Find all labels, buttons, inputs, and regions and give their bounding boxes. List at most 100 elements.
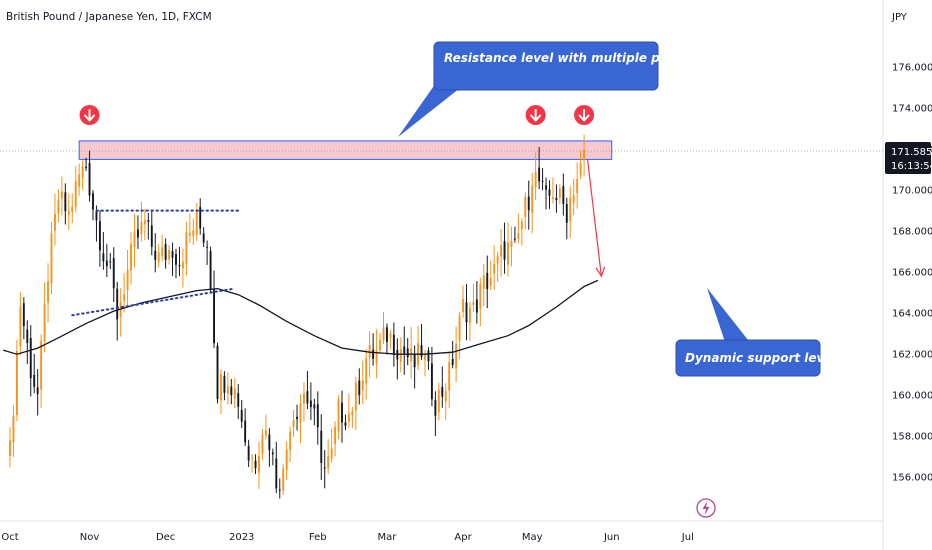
candle-body — [251, 457, 254, 459]
price-tick-label: 176.000 — [892, 63, 932, 74]
candle-body — [40, 340, 43, 390]
forecast-arrow-head — [595, 266, 606, 278]
candle-body — [264, 430, 267, 436]
candle-body — [565, 204, 568, 223]
resistance-callout[interactable]: Resistance level with multiple price rej… — [398, 41, 756, 137]
candle-body — [181, 261, 184, 269]
price-tick-label: 164.000 — [892, 309, 932, 320]
candle-body — [116, 288, 119, 320]
candle-body — [261, 434, 264, 454]
candle-body — [538, 167, 541, 182]
candle-body — [143, 220, 146, 225]
candle-body — [531, 185, 534, 213]
candle-body — [399, 349, 402, 362]
time-tick-label: Apr — [454, 532, 472, 543]
candle-body — [507, 242, 509, 265]
sell-marker-arrow-head — [578, 114, 590, 122]
candle-body — [545, 185, 547, 190]
chart-title: British Pound / Japanese Yen, 1D, FXCM — [6, 11, 212, 23]
candle-body — [424, 354, 426, 360]
candle-body — [316, 404, 319, 428]
candles-layer — [9, 134, 586, 499]
candle-body — [213, 288, 215, 344]
candle-body — [323, 467, 326, 469]
candle-body — [354, 382, 357, 411]
candle-body — [303, 393, 305, 404]
candle-body — [95, 211, 98, 221]
time-tick-label: Dec — [156, 532, 175, 543]
candle-body — [133, 231, 136, 247]
candle-body — [510, 240, 513, 247]
candle-body — [157, 252, 160, 262]
candle-body — [462, 299, 464, 313]
candle-body — [33, 374, 36, 387]
price-tick-label: 162.000 — [892, 350, 932, 361]
candle-body — [47, 281, 49, 303]
candle-body — [389, 333, 392, 338]
candle-body — [209, 251, 212, 290]
time-tick-label: Feb — [309, 532, 327, 543]
candle-body — [220, 373, 222, 401]
candle-body — [64, 192, 67, 212]
time-tick-label: 2023 — [229, 532, 254, 543]
candle-body — [50, 233, 53, 284]
candle-body — [268, 434, 271, 451]
candle-body — [185, 232, 188, 264]
bolt-icon-glyph — [702, 501, 710, 515]
candle-body — [427, 350, 430, 362]
candle-body — [541, 180, 544, 182]
candle-body — [451, 359, 454, 365]
candle-body — [334, 426, 337, 445]
time-axis: Oct Nov Dec 2023 Feb Mar Apr May Jun Jul — [1, 532, 694, 543]
support-callout[interactable]: Dynamic support level — [675, 288, 837, 377]
candle-body — [386, 327, 388, 343]
candle-body — [202, 233, 205, 243]
time-tick-label: Jun — [603, 532, 620, 543]
candle-body — [482, 275, 485, 289]
candle-body — [150, 225, 153, 247]
candle-body — [455, 343, 458, 369]
resistance-zone-layer — [78, 140, 613, 160]
price-tick-label: 160.000 — [892, 391, 932, 402]
price-tick-label: 156.000 — [892, 473, 932, 484]
candle-body — [524, 196, 527, 217]
bolt-icon[interactable] — [696, 498, 716, 518]
candle-body — [109, 261, 112, 263]
candle-body — [361, 380, 364, 391]
candle-body — [552, 197, 554, 199]
candle-body — [85, 166, 88, 168]
candle-body — [465, 302, 468, 323]
candle-body — [105, 260, 108, 267]
price-tick-label: 174.000 — [892, 104, 932, 115]
candle-body — [472, 302, 475, 305]
candle-body — [496, 256, 499, 264]
candle-body — [26, 329, 29, 344]
candle-body — [12, 415, 15, 443]
candle-body — [358, 380, 361, 395]
candle-body — [569, 197, 572, 222]
current-price-value: 171.585 — [891, 147, 932, 158]
moving-average-line — [2, 279, 599, 355]
candle-body — [296, 416, 298, 420]
candle-body — [382, 327, 385, 341]
time-tick-label: May — [522, 532, 543, 543]
candle-body — [78, 174, 81, 187]
candle-body — [140, 222, 143, 235]
candle-body — [299, 403, 302, 423]
forecast-arrow-shaft — [586, 159, 602, 277]
candle-body — [420, 345, 423, 357]
candle-body — [98, 221, 101, 251]
candle-body — [344, 422, 347, 426]
candle-body — [534, 171, 537, 188]
time-tick-label: Jul — [681, 532, 694, 543]
candle-body — [309, 400, 312, 408]
candle-body — [572, 195, 575, 203]
candle-body — [192, 230, 195, 237]
price-tick-label: 166.000 — [892, 268, 932, 279]
candle-body — [29, 337, 32, 379]
candle-body — [548, 189, 551, 196]
candle-body — [254, 460, 257, 469]
